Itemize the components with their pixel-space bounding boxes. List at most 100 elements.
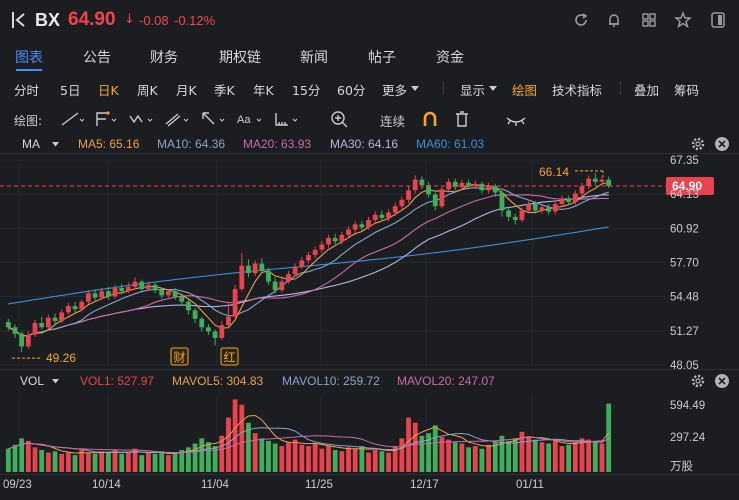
tab-posts[interactable]: 帖子 xyxy=(368,50,396,66)
tab-financials[interactable]: 财务 xyxy=(150,50,178,66)
volume-bar xyxy=(112,449,118,472)
grid-menu-icon[interactable] xyxy=(640,11,658,29)
tab-capital-flow[interactable]: 资金 xyxy=(436,50,464,66)
candle-body xyxy=(566,198,572,202)
mavol5-line xyxy=(8,414,610,455)
chips-button[interactable]: 筹码 xyxy=(674,83,700,98)
volume-bar xyxy=(546,443,552,472)
candle-body xyxy=(65,306,71,313)
candle-body xyxy=(572,193,578,202)
close-icon[interactable] xyxy=(714,373,730,389)
candle-body xyxy=(72,306,78,310)
candle-body xyxy=(406,190,411,200)
volume-bar xyxy=(559,446,565,472)
candle-body xyxy=(146,284,151,290)
candle-body xyxy=(306,255,311,261)
candle-body xyxy=(599,179,605,182)
display-dropdown[interactable]: 显示 xyxy=(460,83,486,98)
volume-bar xyxy=(472,446,478,472)
period-monthly[interactable]: 月K xyxy=(176,83,197,98)
volume-bar xyxy=(19,438,25,472)
period-5day[interactable]: 5日 xyxy=(60,83,81,98)
technical-indicators-button[interactable]: 技术指标 xyxy=(552,83,603,98)
volume-bar xyxy=(72,455,78,472)
period-weekly[interactable]: 周K xyxy=(137,83,158,98)
continuous-toggle[interactable]: 连续 xyxy=(380,114,406,129)
volume-bar xyxy=(446,439,451,472)
text-tool-icon[interactable]: Aa xyxy=(236,110,264,128)
chart-axes: 67.35 64.13 60.92 57.70 54.48 51.27 48.05 09/23… xyxy=(3,155,706,491)
volume-bar xyxy=(479,448,485,472)
volume-bar xyxy=(166,455,171,472)
volume-bar xyxy=(339,451,345,472)
overlay-button[interactable]: 叠加 xyxy=(634,83,660,98)
volume-bar xyxy=(52,451,58,472)
back-icon[interactable] xyxy=(12,12,26,28)
ma-legend: MA MA5: 65.16 MA10: 64.36 MA20: 63.93 MA… xyxy=(0,134,739,154)
tab-news[interactable]: 新闻 xyxy=(300,50,328,66)
channel-tool-icon[interactable] xyxy=(164,110,190,128)
trash-icon[interactable] xyxy=(453,110,471,128)
ma5-value: MA5: 65.16 xyxy=(78,137,140,151)
alert-bell-icon[interactable] xyxy=(605,11,623,29)
draw-toggle[interactable]: 绘图 xyxy=(512,83,538,98)
tab-announcements[interactable]: 公告 xyxy=(83,50,111,66)
line-tool-icon[interactable] xyxy=(60,110,84,128)
magnet-icon[interactable] xyxy=(421,110,439,128)
date-axis-tick-label: 11/25 xyxy=(305,479,333,491)
candlesticks xyxy=(5,172,612,353)
period-daily[interactable]: 日K xyxy=(98,83,119,98)
candle-body xyxy=(252,263,258,274)
candle-body xyxy=(426,184,431,195)
candle-body xyxy=(206,327,211,332)
chevron-down-icon xyxy=(52,379,59,384)
volume-bar xyxy=(439,437,445,472)
chart-annotations: 64.90 66.14 49.26 财 红 xyxy=(0,165,714,366)
candle-body xyxy=(212,331,218,338)
period-quarterly[interactable]: 季K xyxy=(214,83,235,98)
price-axis-tick-label: 54.48 xyxy=(670,292,699,304)
volume-bar xyxy=(139,455,145,472)
period-60min[interactable]: 60分 xyxy=(337,83,366,98)
volume-bar xyxy=(572,442,578,472)
volume-bar xyxy=(59,453,65,472)
tab-chart[interactable]: 图表 xyxy=(15,50,43,66)
settings-gear-icon[interactable] xyxy=(690,136,706,152)
candle-body xyxy=(232,289,238,317)
candle-body xyxy=(532,204,538,211)
candle-body xyxy=(346,229,351,235)
vol-indicator-selector[interactable]: VOL xyxy=(20,374,45,388)
period-yearly[interactable]: 年K xyxy=(253,83,274,98)
layout-toggle-icon[interactable] xyxy=(709,11,727,29)
arrow-tool-icon[interactable] xyxy=(200,110,226,128)
candle-body xyxy=(19,333,25,347)
eye-icon[interactable] xyxy=(505,110,527,128)
volume-bar xyxy=(246,422,251,472)
date-axis-tick-label: 12/17 xyxy=(410,479,439,491)
close-icon[interactable] xyxy=(714,136,730,152)
header-bar: BX 64.90 ↓ -0.08 -0.12% xyxy=(0,0,739,42)
price-change: -0.08 xyxy=(139,13,169,28)
refresh-icon[interactable] xyxy=(572,11,590,29)
volume-bar xyxy=(499,435,505,472)
candle-body xyxy=(5,321,11,328)
mavol5-value: MAVOL5: 304.83 xyxy=(172,374,264,388)
wave-tool-icon[interactable] xyxy=(128,110,154,128)
volume-bar xyxy=(172,452,178,472)
volume-bar xyxy=(579,438,585,472)
ma-indicator-selector[interactable]: MA xyxy=(22,137,40,151)
volume-bar xyxy=(132,448,138,472)
volume-bar xyxy=(352,448,358,472)
period-intraday[interactable]: 分时 xyxy=(14,83,40,98)
tab-option-chain[interactable]: 期权链 xyxy=(219,50,261,66)
favorite-star-icon[interactable] xyxy=(674,11,692,29)
volume-bar xyxy=(192,443,198,472)
pitchfork-tool-icon[interactable] xyxy=(94,110,118,128)
candle-body xyxy=(85,293,91,302)
measure-tool-icon[interactable] xyxy=(273,110,299,128)
settings-gear-icon[interactable] xyxy=(690,373,706,389)
period-15min[interactable]: 15分 xyxy=(292,83,321,98)
zoom-tool-icon[interactable] xyxy=(330,110,350,128)
candle-body xyxy=(272,281,278,291)
period-more-dropdown[interactable]: 更多 xyxy=(382,83,408,98)
